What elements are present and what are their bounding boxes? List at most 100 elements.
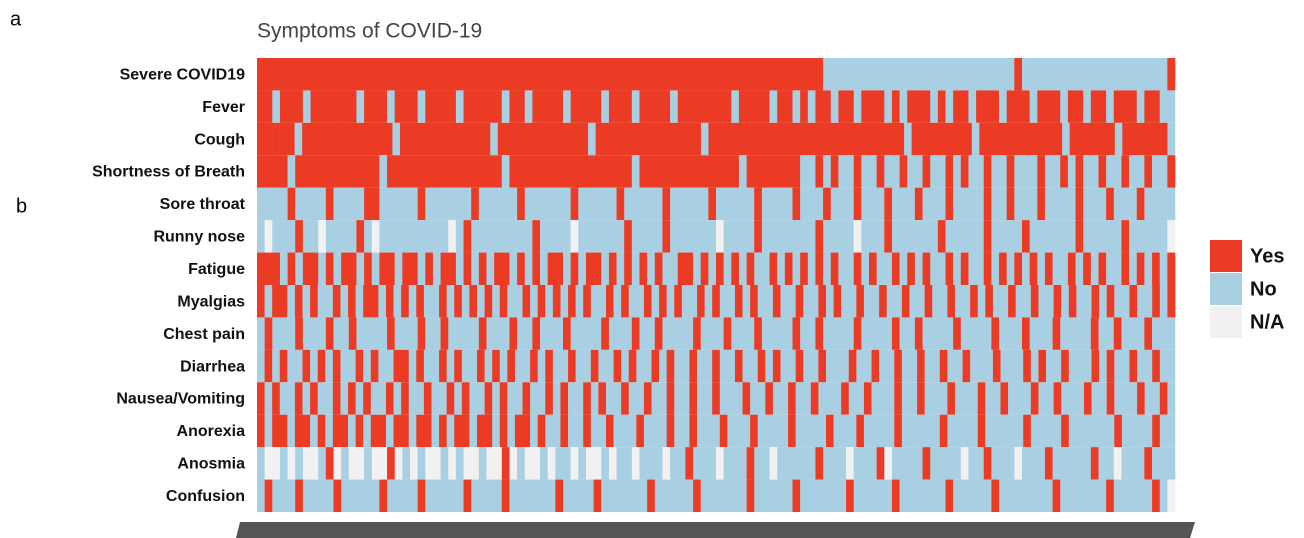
heatmap-cell — [1152, 382, 1161, 415]
heatmap-cell — [628, 414, 637, 448]
heatmap-cell — [685, 90, 694, 123]
heatmap-cell — [1046, 382, 1054, 415]
heatmap-cell — [494, 479, 503, 512]
heatmap-cell — [1037, 447, 1046, 480]
heatmap-cell — [681, 414, 690, 448]
heatmap-cell — [295, 90, 304, 123]
heatmap-cell — [960, 155, 969, 188]
heatmap-cell — [761, 155, 770, 188]
heatmap-cell — [455, 155, 464, 188]
heatmap-cell — [332, 382, 341, 415]
heatmap-cell — [945, 252, 954, 285]
heatmap-cell — [1113, 58, 1122, 91]
panel-label: b — [16, 195, 27, 217]
heatmap-cell — [932, 349, 941, 383]
heatmap-cell — [960, 479, 969, 512]
heatmap-cell — [1060, 187, 1069, 221]
heatmap-cell — [573, 122, 581, 156]
heatmap-cell — [318, 220, 327, 253]
heatmap-cell — [325, 414, 334, 448]
heatmap-cell — [1052, 90, 1061, 123]
heatmap-cell — [1014, 479, 1023, 512]
heatmap-cell — [968, 220, 977, 253]
heatmap-cell — [570, 155, 579, 188]
heatmap-cell — [517, 479, 526, 512]
heatmap-cell — [662, 58, 671, 91]
heatmap-cell — [1029, 58, 1038, 91]
heatmap-cell — [1106, 414, 1115, 448]
heatmap-cell — [570, 252, 579, 285]
heatmap-cell — [909, 285, 918, 318]
heatmap-cell — [947, 285, 956, 318]
heatmap-cell — [417, 90, 426, 123]
heatmap-cell — [348, 58, 357, 91]
heatmap-cell — [1060, 447, 1069, 480]
heatmap-cell — [639, 155, 648, 188]
heatmap-cell — [700, 155, 709, 188]
heatmap-cell — [983, 317, 992, 350]
heatmap-cell — [425, 90, 434, 123]
heatmap-cell — [1044, 155, 1053, 188]
heatmap-cell — [257, 447, 265, 480]
heatmap-cell — [1129, 447, 1138, 480]
heatmap-cell — [415, 122, 423, 156]
heatmap-cell — [742, 382, 751, 415]
heatmap-cell — [769, 252, 778, 285]
heatmap-cell — [954, 285, 963, 318]
heatmap-cell — [439, 285, 447, 318]
heatmap-cell — [408, 285, 417, 318]
heatmap-cell — [738, 58, 747, 91]
heatmap-cell — [861, 187, 870, 221]
heatmap-cell — [962, 382, 971, 415]
heatmap-cell — [461, 349, 470, 383]
heatmap-cell — [522, 414, 531, 448]
heatmap-cell — [294, 285, 303, 318]
heatmap-cell — [431, 382, 440, 415]
heatmap-cell — [532, 317, 541, 350]
heatmap-cell — [608, 90, 617, 123]
heatmap-cell — [922, 447, 931, 480]
heatmap-cell — [1060, 479, 1069, 512]
heatmap-cell — [621, 349, 630, 383]
heatmap-cell — [540, 479, 548, 512]
heatmap-cell — [287, 382, 296, 415]
heatmap-cell — [712, 349, 721, 383]
heatmap-cell — [945, 90, 954, 123]
heatmap-cell — [636, 414, 645, 448]
heatmap-cell — [310, 58, 319, 91]
heatmap-cell — [1121, 187, 1130, 221]
heatmap-cell — [757, 285, 766, 318]
heatmap-cell — [532, 447, 541, 480]
heatmap-cell — [823, 479, 832, 512]
heatmap-cell — [727, 414, 736, 448]
heatmap-cell — [580, 122, 589, 156]
heatmap-cell — [1159, 187, 1168, 221]
heatmap-cell — [754, 252, 763, 285]
heatmap-cell — [578, 187, 587, 221]
heatmap-cell — [700, 479, 709, 512]
heatmap-cell — [838, 447, 847, 480]
heatmap-cell — [841, 414, 850, 448]
heatmap-cell — [507, 349, 516, 383]
heatmap-cell — [922, 479, 931, 512]
heatmap-cell — [394, 479, 403, 512]
heatmap-cell — [302, 317, 311, 350]
heatmap-cell — [509, 187, 518, 221]
heatmap-cell — [838, 187, 847, 221]
heatmap-cell — [417, 58, 426, 91]
heatmap-cell — [876, 479, 885, 512]
heatmap-cell — [960, 90, 969, 123]
heatmap-cell — [712, 414, 721, 448]
heatmap-cell — [830, 252, 839, 285]
heatmap-cell — [838, 155, 847, 188]
heatmap-cell — [552, 349, 561, 383]
heatmap-cell — [425, 220, 434, 253]
heatmap-cell — [410, 155, 418, 188]
heatmap-cell — [1060, 317, 1069, 350]
heatmap-cell — [272, 220, 281, 253]
heatmap-cell — [838, 479, 847, 512]
heatmap-cell — [610, 122, 619, 156]
heatmap-cell — [861, 220, 870, 253]
heatmap-cell — [869, 317, 877, 350]
heatmap-cell — [1099, 122, 1108, 156]
